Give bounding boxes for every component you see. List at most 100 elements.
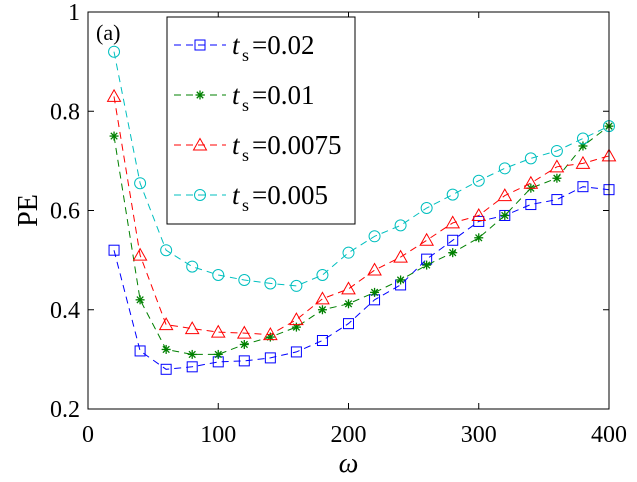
data-point-star	[474, 233, 484, 243]
data-point-square	[499, 209, 511, 221]
data-point-star	[396, 275, 406, 285]
legend-marker-triangle	[192, 137, 208, 151]
legend-entry-circle: t s =0.005	[174, 180, 328, 215]
data-point-star	[344, 299, 353, 309]
legend-subscript: s	[242, 195, 249, 215]
x-tick-label: 100	[200, 422, 236, 448]
data-point-circle	[212, 269, 225, 282]
data-point-triangle	[210, 324, 226, 338]
data-point-square	[577, 181, 589, 193]
data-point-circle	[524, 152, 537, 165]
data-point-star	[370, 287, 380, 297]
data-point-circle	[134, 177, 147, 190]
legend-value: =0.02	[252, 30, 314, 60]
data-point-circle	[238, 273, 251, 286]
data-point-star	[317, 305, 327, 315]
data-point-square	[551, 194, 563, 206]
legend-subscript: s	[242, 145, 249, 165]
data-point-square	[134, 345, 146, 357]
legend-subscript: s	[242, 95, 249, 115]
legend-value: =0.01	[252, 80, 314, 110]
series-line-circle	[113, 51, 610, 287]
legend-prefix: t	[232, 130, 241, 160]
data-point-square	[343, 318, 354, 330]
data-point-circle	[108, 45, 121, 58]
data-point-square	[316, 335, 328, 347]
data-point-star	[500, 210, 510, 220]
data-point-star	[187, 349, 197, 359]
data-point-triangle	[132, 247, 148, 261]
data-point-circle	[368, 230, 381, 243]
data-point-circle	[290, 279, 303, 292]
data-point-triangle	[575, 155, 591, 169]
data-point-circle	[316, 269, 329, 282]
x-tick-label: 200	[331, 422, 367, 448]
data-point-circle	[498, 162, 511, 175]
series-circle	[108, 45, 615, 292]
data-point-square	[525, 199, 537, 211]
data-point-square	[108, 244, 120, 256]
data-point-triangle	[341, 281, 356, 295]
data-point-circle	[186, 260, 199, 273]
data-point-star	[448, 248, 458, 258]
data-point-triangle	[158, 317, 174, 331]
y-tick-label: 0.2	[50, 397, 80, 423]
x-tick-label: 0	[82, 422, 94, 448]
data-point-star	[135, 295, 145, 305]
data-point-star	[161, 344, 171, 354]
data-point-square	[473, 215, 485, 227]
series-layer	[106, 45, 617, 375]
series-line-square	[113, 186, 610, 370]
x-tick-label: 300	[461, 422, 497, 448]
y-tick-label: 0.8	[50, 99, 80, 125]
data-point-star	[552, 173, 562, 183]
data-point-circle	[472, 174, 485, 187]
data-point-square	[290, 346, 302, 358]
legend-entry-square: t s =0.02	[174, 30, 314, 65]
legend-marker-square	[194, 39, 206, 51]
series-triangle	[106, 88, 617, 341]
data-point-square	[264, 352, 276, 364]
data-point-circle	[576, 132, 589, 145]
data-point-triangle	[367, 262, 382, 276]
legend-prefix: t	[232, 180, 241, 210]
panel-label: (a)	[96, 20, 120, 45]
x-axis-label: ω	[339, 448, 359, 479]
y-axis-label: PE	[13, 194, 44, 227]
data-point-circle	[550, 144, 563, 157]
data-point-star	[422, 260, 432, 270]
data-point-triangle	[106, 88, 122, 102]
data-point-triangle	[262, 327, 278, 341]
data-point-triangle	[393, 249, 408, 263]
data-point-triangle	[315, 291, 330, 305]
legend-subscript: s	[242, 45, 249, 65]
data-point-triangle	[497, 188, 513, 202]
legend-value: =0.005	[252, 180, 328, 210]
data-point-triangle	[184, 321, 200, 335]
data-point-circle	[394, 219, 407, 232]
data-point-square	[447, 234, 459, 246]
data-point-circle	[342, 246, 355, 259]
legend-marker-star	[195, 90, 205, 100]
data-point-star	[291, 322, 301, 332]
data-point-star	[213, 349, 223, 359]
data-point-star	[109, 131, 119, 141]
legend-entry-star: t s =0.01	[174, 80, 314, 115]
data-point-square	[160, 363, 172, 375]
data-point-circle	[420, 202, 433, 215]
data-point-triangle	[471, 207, 487, 221]
data-point-square	[238, 355, 250, 367]
data-point-triangle	[445, 215, 461, 229]
data-point-triangle	[289, 312, 304, 326]
data-point-triangle	[236, 325, 252, 339]
data-point-triangle	[549, 159, 565, 173]
y-tick-label: 0.6	[50, 199, 80, 225]
legend-prefix: t	[232, 80, 241, 110]
y-tick-label: 1	[68, 0, 80, 26]
legend-entry-triangle: t s =0.0075	[174, 130, 341, 165]
legend-value: =0.0075	[252, 130, 341, 160]
data-point-star	[239, 339, 249, 349]
data-point-square	[186, 361, 198, 373]
